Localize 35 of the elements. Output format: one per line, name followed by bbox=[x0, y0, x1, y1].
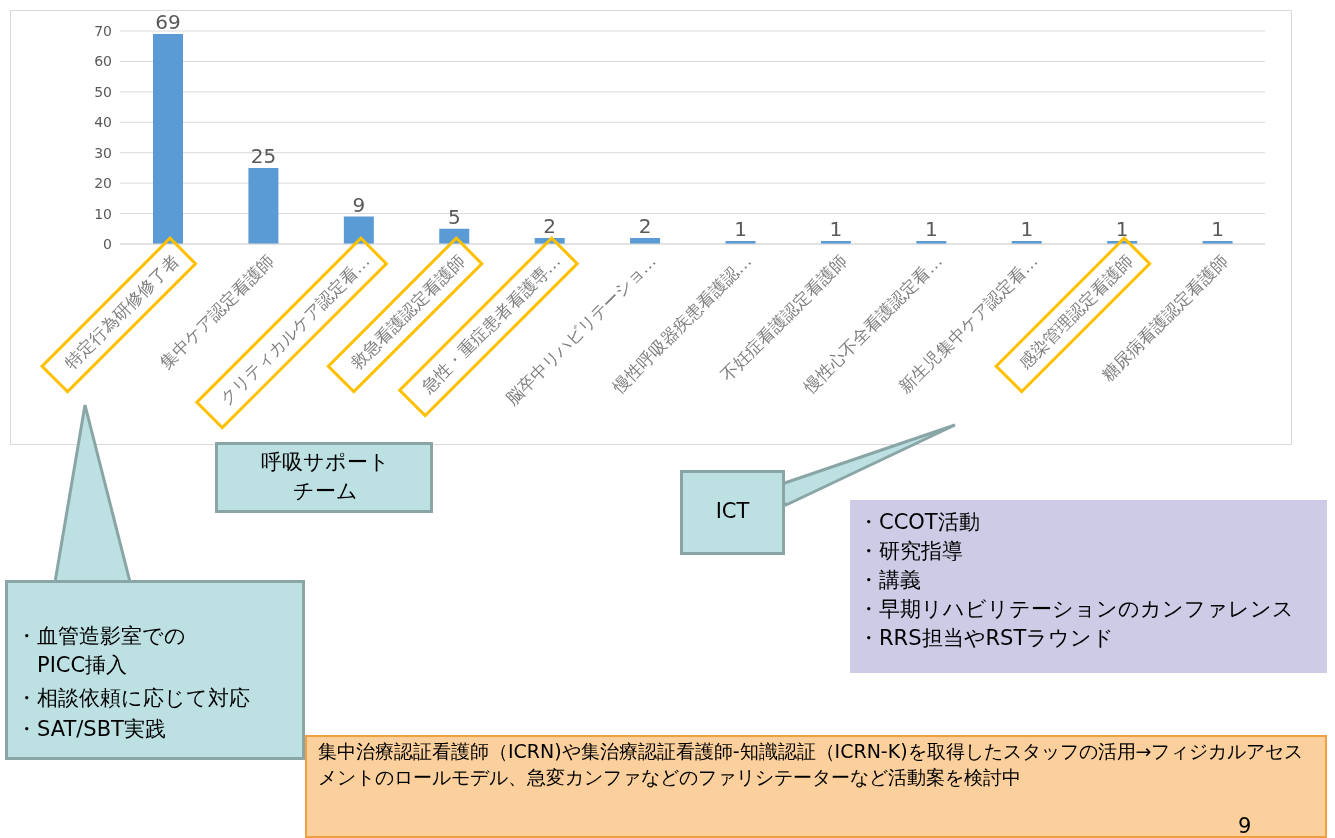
bar bbox=[248, 167, 279, 244]
text: ・講義 bbox=[858, 568, 921, 592]
text: ・CCOT活動 bbox=[858, 510, 980, 534]
text: ICT bbox=[715, 499, 750, 523]
text: ・SAT/SBT実践 bbox=[16, 717, 166, 741]
data-label: 1 bbox=[829, 216, 843, 241]
text: ・血管造影室でのPICC挿入 bbox=[16, 624, 186, 677]
y-tick-label: 20 bbox=[94, 175, 112, 192]
data-label: 69 bbox=[155, 10, 181, 35]
data-label: 1 bbox=[734, 216, 747, 241]
y-tick-label: 50 bbox=[94, 83, 112, 100]
bar bbox=[153, 34, 183, 244]
data-label: 2 bbox=[543, 213, 557, 238]
y-tick-label: 40 bbox=[94, 114, 112, 131]
bar bbox=[343, 216, 374, 244]
text: 9 bbox=[1238, 814, 1252, 838]
text: ・相談依頼に応じて対応 bbox=[16, 686, 250, 710]
text: ・研究指導 bbox=[858, 539, 963, 563]
data-label: 5 bbox=[447, 204, 461, 229]
data-label: 9 bbox=[352, 192, 366, 217]
text: ・RRS担当やRSTラウンド bbox=[858, 626, 1115, 650]
text: 呼吸サポートチーム bbox=[260, 450, 390, 503]
y-tick-label: 70 bbox=[94, 22, 112, 39]
text: ・早期リハビリテーションのカンファレンス bbox=[858, 597, 1294, 621]
data-label: 2 bbox=[638, 213, 652, 238]
data-label: 1 bbox=[924, 216, 938, 241]
data-label: 1 bbox=[1211, 216, 1224, 241]
y-tick-label: 60 bbox=[94, 53, 112, 70]
text: 集中治療認証看護師（ICRN)や集治療認証看護師-知識認証（ICRN-K)を取得したスタッフの活用→フィジカルアセスメントのロールモデル、急変カンファなどのファリシテーターなど活動案を検討中 bbox=[318, 740, 1304, 788]
y-tick-label: 10 bbox=[94, 205, 112, 222]
data-label: 25 bbox=[250, 143, 277, 168]
data-label: 1 bbox=[1020, 216, 1034, 241]
data-label: 1 bbox=[1115, 216, 1129, 241]
y-tick-label: 0 bbox=[103, 235, 112, 252]
y-tick-label: 30 bbox=[94, 144, 112, 161]
